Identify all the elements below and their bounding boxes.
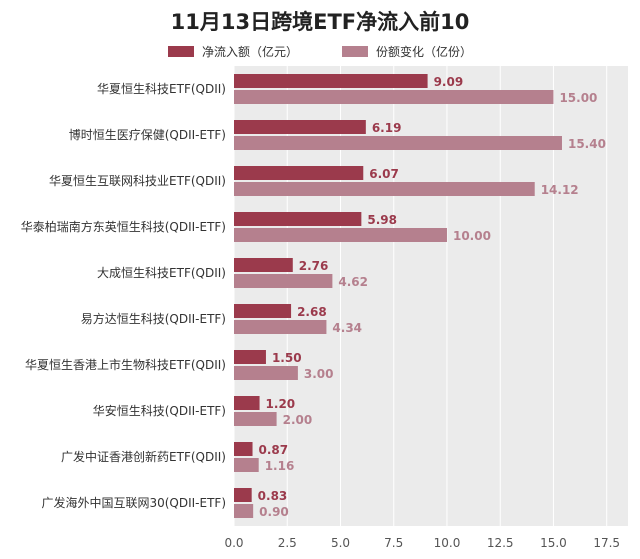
data-label-inflow: 6.07 xyxy=(369,167,399,181)
data-label-inflow: 1.50 xyxy=(272,351,302,365)
category-label: 华泰柏瑞南方东英恒生科技(QDII-ETF) xyxy=(21,219,226,234)
bar-inflow xyxy=(234,166,364,180)
data-label-share-change: 14.12 xyxy=(541,183,579,197)
legend-item-inflow: 净流入额（亿元） xyxy=(167,43,298,60)
legend-swatch-inflow xyxy=(167,46,194,57)
bar-share-change xyxy=(234,228,447,242)
data-label-inflow: 5.98 xyxy=(367,213,397,227)
data-label-inflow: 1.20 xyxy=(266,397,296,411)
data-label-inflow: 6.19 xyxy=(372,121,402,135)
bar-share-change xyxy=(234,412,277,426)
data-label-inflow: 0.83 xyxy=(258,489,288,503)
bar-share-change xyxy=(234,366,298,380)
bar-share-change xyxy=(234,504,254,518)
bar-share-change xyxy=(234,320,327,334)
data-label-share-change: 4.34 xyxy=(332,321,362,335)
category-label: 华夏恒生科技ETF(QDII) xyxy=(97,82,226,96)
chart-title: 11月13日跨境ETF净流入前10 xyxy=(170,10,470,34)
data-label-share-change: 1.16 xyxy=(265,459,295,473)
data-label-share-change: 0.90 xyxy=(259,505,289,519)
x-tick-label: 17.5 xyxy=(593,536,620,550)
bar-inflow xyxy=(234,304,292,318)
bar-inflow xyxy=(234,212,362,226)
category-label: 华夏恒生互联网科技业ETF(QDII) xyxy=(49,174,226,188)
data-label-share-change: 15.40 xyxy=(568,137,606,151)
legend-swatch-share-change xyxy=(342,46,368,57)
bar-inflow xyxy=(234,74,428,88)
x-tick-label: 2.5 xyxy=(278,536,297,550)
data-label-inflow: 0.87 xyxy=(259,443,289,457)
category-label: 华夏恒生香港上市生物科技ETF(QDII) xyxy=(25,357,226,372)
bar-inflow xyxy=(234,442,253,456)
data-label-inflow: 2.76 xyxy=(299,259,329,273)
bar-inflow xyxy=(234,396,260,410)
x-tick-label: 15.0 xyxy=(540,536,567,550)
data-label-share-change: 4.62 xyxy=(338,275,368,289)
category-label: 广发海外中国互联网30(QDII-ETF) xyxy=(41,495,226,510)
category-label: 易方达恒生科技(QDII-ETF) xyxy=(81,311,226,326)
data-label-share-change: 15.00 xyxy=(559,91,597,105)
x-tick-label: 10.0 xyxy=(434,536,461,550)
x-tick-label: 7.5 xyxy=(384,536,403,550)
bar-inflow xyxy=(234,120,366,134)
legend-label-inflow: 净流入额（亿元） xyxy=(201,45,298,59)
x-tick-label: 0.0 xyxy=(224,536,243,550)
bar-share-change xyxy=(234,458,259,472)
chart-legend: 净流入额（亿元） 份额变化（亿份） xyxy=(0,43,640,60)
x-tick-label: 12.5 xyxy=(487,536,514,550)
bar-inflow xyxy=(234,488,252,502)
data-label-inflow: 9.09 xyxy=(434,75,464,89)
category-label: 华安恒生科技(QDII-ETF) xyxy=(93,403,226,418)
plot-background xyxy=(234,66,628,526)
legend-label-share-change: 份额变化（亿份） xyxy=(376,45,473,59)
data-label-share-change: 3.00 xyxy=(304,367,334,381)
legend-item-share-change: 份额变化（亿份） xyxy=(342,43,472,60)
data-label-share-change: 2.00 xyxy=(283,413,313,427)
bar-share-change xyxy=(234,274,333,288)
category-label: 广发中证香港创新药ETF(QDII) xyxy=(61,449,226,464)
category-label: 大成恒生科技ETF(QDII) xyxy=(97,266,226,280)
data-label-inflow: 2.68 xyxy=(297,305,327,319)
data-label-share-change: 10.00 xyxy=(453,229,491,243)
bar-share-change xyxy=(234,182,535,196)
x-tick-label: 5.0 xyxy=(331,536,350,550)
bar-inflow xyxy=(234,350,266,364)
bar-inflow xyxy=(234,258,293,272)
bar-share-change xyxy=(234,136,562,150)
category-label: 博时恒生医疗保健(QDII-ETF) xyxy=(69,127,226,142)
bar-share-change xyxy=(234,90,554,104)
